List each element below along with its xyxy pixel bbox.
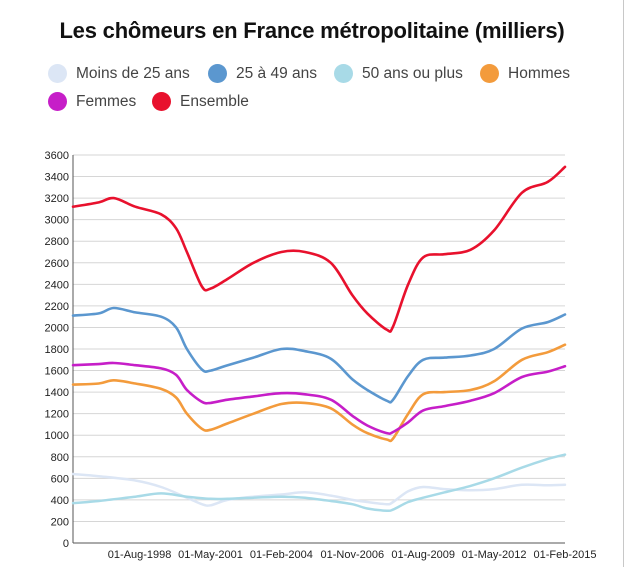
y-tick-label: 1600 [45, 366, 69, 378]
y-tick-label: 2800 [45, 236, 69, 248]
legend-dot-icon [480, 64, 499, 83]
y-tick-label: 2600 [45, 258, 69, 270]
series-line-hommes [71, 343, 567, 443]
y-tick-label: 3200 [45, 193, 69, 205]
legend-item-50-ans-ou-plus[interactable]: 50 ans ou plus [334, 64, 463, 83]
y-tick-label: 0 [63, 538, 69, 550]
y-tick-label: 1400 [45, 387, 69, 399]
y-tick-label: 2400 [45, 279, 69, 291]
y-tick-label: 800 [51, 452, 69, 464]
y-tick-label: 2200 [45, 301, 69, 313]
x-tick-label: 01-Feb-2015 [534, 549, 597, 561]
legend-dot-icon [208, 64, 227, 83]
series-line-ensemble [71, 165, 567, 333]
y-tick-label: 3400 [45, 172, 69, 184]
y-tick-label: 1000 [45, 430, 69, 442]
legend-dot-icon [48, 64, 67, 83]
y-tick-label: 1200 [45, 409, 69, 421]
legend-item-25-a-49-ans[interactable]: 25 à 49 ans [208, 64, 317, 83]
y-tick-label: 400 [51, 495, 69, 507]
x-tick-label: 01-Aug-1998 [108, 549, 172, 561]
legend-label: Hommes [508, 64, 571, 82]
legend-item-moins-de-25-ans[interactable]: Moins de 25 ans [48, 64, 190, 83]
x-tick-label: 01-Nov-2006 [321, 549, 385, 561]
legend-dot-icon [152, 92, 171, 111]
legend-label: Ensemble [180, 92, 249, 110]
y-tick-label: 2000 [45, 322, 69, 334]
x-tick-label: 01-May-2001 [178, 549, 243, 561]
series-line-50-ans-ou-plus [71, 453, 567, 513]
legend-label: Moins de 25 ans [76, 64, 190, 82]
x-tick-label: 01-May-2012 [462, 549, 527, 561]
legend-item-ensemble[interactable]: Ensemble [152, 92, 249, 111]
y-tick-label: 3000 [45, 215, 69, 227]
legend-label: 25 à 49 ans [236, 64, 318, 82]
y-tick-label: 1800 [45, 344, 69, 356]
series-line-25-49-ans [71, 306, 567, 404]
legend-label: 50 ans ou plus [362, 64, 463, 82]
x-tick-label: 01-Feb-2004 [250, 549, 313, 561]
legend-dot-icon [334, 64, 353, 83]
series-line-femmes [71, 361, 567, 435]
y-tick-label: 200 [51, 516, 69, 528]
legend-dot-icon [48, 92, 67, 111]
y-tick-label: 3600 [45, 150, 69, 162]
legend-item-femmes[interactable]: Femmes [48, 92, 136, 111]
legend-label: Femmes [76, 92, 137, 110]
y-tick-label: 600 [51, 473, 69, 485]
chart-title: Les chômeurs en France métropolitaine (m… [59, 18, 565, 43]
x-tick-label: 01-Aug-2009 [391, 549, 455, 561]
legend-item-hommes[interactable]: Hommes [480, 64, 570, 83]
